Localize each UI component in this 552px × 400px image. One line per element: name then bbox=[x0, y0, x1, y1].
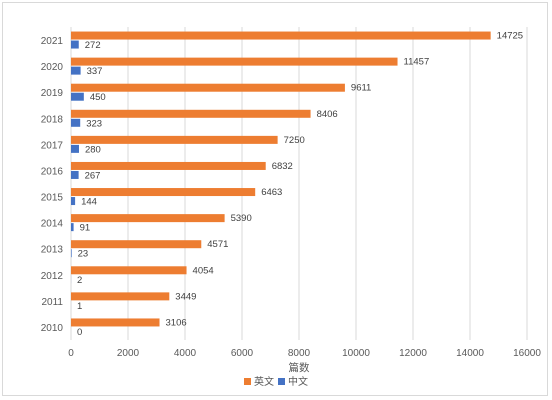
bar-chinese bbox=[71, 197, 76, 206]
x-tick-label: 6000 bbox=[231, 348, 254, 359]
data-label-chinese: 337 bbox=[87, 66, 103, 77]
data-label-english: 11457 bbox=[404, 57, 430, 68]
data-label-english: 5390 bbox=[231, 213, 252, 224]
bar-english bbox=[71, 161, 266, 170]
x-tick-label: 12000 bbox=[399, 348, 427, 359]
y-tick-label: 2021 bbox=[41, 36, 64, 47]
x-axis-title: 篇数 bbox=[289, 361, 310, 374]
data-label-chinese: 144 bbox=[81, 197, 97, 208]
y-tick-label: 2011 bbox=[41, 297, 63, 308]
legend-label: 中文 bbox=[288, 375, 308, 388]
bar-english bbox=[71, 266, 187, 275]
data-label-english: 3106 bbox=[166, 317, 187, 328]
data-label-chinese: 272 bbox=[85, 40, 101, 51]
bar-chinese bbox=[71, 144, 79, 153]
y-tick-label: 2012 bbox=[41, 271, 64, 282]
legend: 英文 中文 bbox=[244, 375, 308, 388]
bar-chinese bbox=[71, 223, 74, 232]
data-label-chinese: 323 bbox=[86, 118, 102, 129]
bar-english bbox=[71, 31, 491, 40]
data-label-english: 14725 bbox=[497, 31, 523, 42]
bar-english bbox=[71, 83, 345, 92]
bar-english bbox=[71, 109, 311, 118]
bar-chinese bbox=[71, 170, 79, 179]
data-label-english: 4054 bbox=[193, 265, 214, 276]
y-tick-label: 2015 bbox=[41, 193, 64, 204]
horizontal-bar-chart: 3106 0 3449 1 4054 2 4571 23 5390 91 6463 144 6832 26… bbox=[41, 27, 541, 388]
data-label-chinese: 0 bbox=[77, 327, 82, 338]
data-label-chinese: 23 bbox=[78, 249, 89, 260]
bar-chinese bbox=[71, 66, 81, 75]
data-label-chinese: 450 bbox=[90, 92, 106, 103]
x-tick-label: 10000 bbox=[342, 348, 370, 359]
x-tick-label: 2000 bbox=[117, 348, 140, 359]
data-label-chinese: 91 bbox=[80, 223, 91, 234]
bar-chinese bbox=[71, 92, 84, 101]
y-tick-label: 2018 bbox=[41, 114, 64, 125]
x-tick-label: 0 bbox=[68, 348, 74, 359]
data-label-chinese: 280 bbox=[85, 144, 101, 155]
bar-english bbox=[71, 214, 225, 223]
bar-english bbox=[71, 240, 202, 249]
data-label-chinese: 1 bbox=[77, 301, 82, 312]
y-tick-label: 2010 bbox=[41, 323, 64, 334]
x-tick-label: 16000 bbox=[513, 348, 541, 359]
data-label-english: 8406 bbox=[317, 109, 338, 120]
legend-label: 英文 bbox=[254, 375, 274, 388]
chart-frame: 3106 0 3449 1 4054 2 4571 23 5390 91 6463 144 6832 26… bbox=[2, 2, 548, 396]
data-label-english: 6832 bbox=[272, 161, 293, 172]
bar-english bbox=[71, 135, 278, 144]
data-label-chinese: 2 bbox=[77, 275, 82, 286]
bars bbox=[71, 31, 491, 327]
bar-chinese bbox=[71, 249, 72, 258]
bar-english bbox=[71, 318, 160, 327]
y-tick-label: 2019 bbox=[41, 88, 64, 99]
y-tick-label: 2013 bbox=[41, 245, 64, 256]
bar-english bbox=[71, 57, 398, 66]
data-label-english: 9611 bbox=[351, 83, 371, 94]
data-label-english: 7250 bbox=[284, 135, 305, 146]
x-tick-label: 14000 bbox=[456, 348, 484, 359]
data-label-english: 3449 bbox=[175, 291, 196, 302]
data-labels: 3106 0 3449 1 4054 2 4571 23 5390 91 6463 144 6832 26… bbox=[77, 31, 523, 338]
x-axis-tick-labels: 0 2000 4000 6000 8000 10000 12000 14000 16000 bbox=[68, 348, 541, 359]
bar-english bbox=[71, 292, 170, 301]
y-tick-label: 2014 bbox=[41, 219, 64, 230]
y-tick-label: 2020 bbox=[41, 62, 64, 73]
x-tick-label: 8000 bbox=[288, 348, 311, 359]
x-tick-label: 4000 bbox=[174, 348, 197, 359]
data-label-chinese: 267 bbox=[85, 170, 101, 181]
gridlines bbox=[70, 27, 528, 340]
y-tick-label: 2017 bbox=[41, 140, 64, 151]
bar-english bbox=[71, 188, 256, 197]
data-label-english: 6463 bbox=[261, 187, 282, 198]
data-label-english: 4571 bbox=[207, 239, 228, 250]
legend-swatch bbox=[244, 378, 251, 385]
bar-chinese bbox=[71, 118, 81, 127]
legend-swatch bbox=[278, 378, 285, 385]
bar-chinese bbox=[71, 40, 79, 49]
y-tick-label: 2016 bbox=[41, 166, 64, 177]
y-axis-tick-labels: 2010 2011 2012 2013 2014 2015 2016 2017 2018 2019… bbox=[41, 36, 64, 334]
